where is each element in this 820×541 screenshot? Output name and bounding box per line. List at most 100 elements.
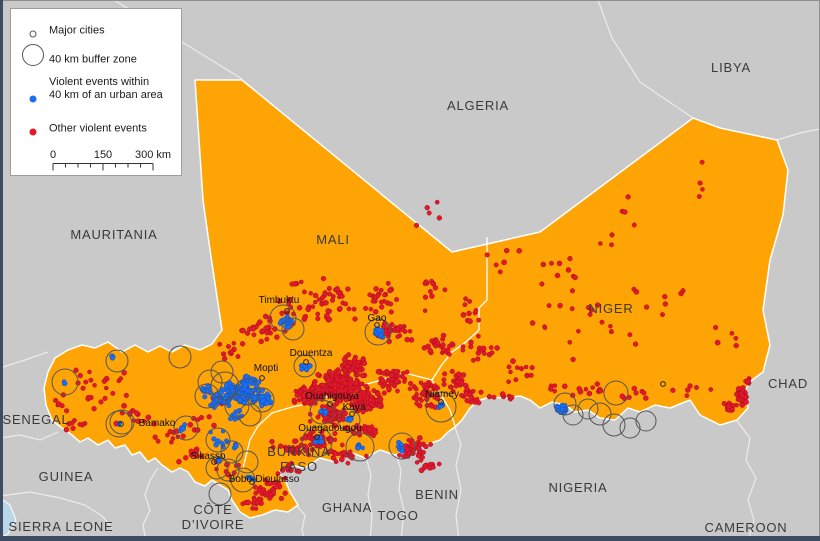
other-violent-event-dot <box>289 281 295 287</box>
other-violent-event-dot <box>332 430 338 437</box>
other-violent-event-dot <box>379 304 385 310</box>
other-violent-event-dot <box>296 305 303 311</box>
other-violent-event-dot <box>310 429 316 435</box>
other-violent-event-dot <box>306 435 312 441</box>
other-violent-event-dot <box>194 448 199 453</box>
red-event-dots <box>53 159 752 511</box>
other-violent-event-dot <box>459 392 464 398</box>
other-violent-event-dot <box>315 311 321 317</box>
other-violent-event-dot <box>364 453 369 459</box>
other-violent-event-dot <box>441 347 447 353</box>
other-violent-event-dot <box>572 274 578 281</box>
buffer-zone-circle <box>337 408 361 432</box>
other-violent-event-dot <box>708 387 714 392</box>
other-violent-event-dot <box>326 377 332 383</box>
other-violent-event-dot <box>345 286 351 292</box>
other-violent-event-dot <box>733 342 739 349</box>
scale-labels: 0 150 300 km <box>49 149 171 162</box>
other-violent-event-dot <box>414 401 420 406</box>
other-violent-event-dot <box>478 389 484 395</box>
other-violent-event-dot <box>315 316 321 322</box>
city-label: Bobo-Dioulasso <box>229 474 300 485</box>
other-violent-event-dot <box>633 289 640 295</box>
frame-edge-bottom <box>0 536 820 541</box>
other-violent-event-dot <box>70 425 76 431</box>
urban-violent-event-dot <box>61 380 68 387</box>
other-violent-event-dot <box>406 437 412 443</box>
buffer-zone-circle <box>603 380 629 406</box>
other-violent-event-dot <box>332 385 338 391</box>
other-violent-event-dot <box>334 286 340 292</box>
other-violent-event-dot <box>301 316 308 322</box>
other-violent-event-dot <box>315 387 321 393</box>
other-violent-event-dot <box>378 396 384 402</box>
other-violent-event-dot <box>104 385 109 391</box>
other-violent-event-dot <box>290 445 296 450</box>
country-label: SIERRA LEONE <box>9 519 114 534</box>
other-violent-event-dot <box>468 339 474 346</box>
other-violent-event-dot <box>192 453 199 459</box>
buffer-zone-circle <box>619 417 641 439</box>
other-violent-event-dot <box>432 383 438 389</box>
other-violent-event-dot <box>567 339 573 345</box>
buffer-zone-circle <box>635 410 657 432</box>
other-violent-event-dot <box>529 365 535 371</box>
other-violent-event-dot <box>346 306 352 312</box>
other-violent-event-dot <box>442 371 448 377</box>
urban-violent-event-dot <box>242 382 249 388</box>
other-violent-event-dot <box>562 383 568 390</box>
other-violent-event-dot <box>245 499 251 506</box>
other-violent-event-dot <box>110 390 116 396</box>
other-violent-event-dot <box>402 379 407 384</box>
urban-violent-event-dot <box>318 409 323 414</box>
other-violent-event-dot <box>141 418 147 424</box>
other-violent-event-dot <box>426 210 432 216</box>
other-violent-event-dot <box>509 394 515 401</box>
other-violent-event-dot <box>387 287 393 294</box>
other-violent-event-dot <box>343 397 349 403</box>
other-violent-event-dot <box>155 438 161 444</box>
other-violent-event-dot <box>276 298 283 304</box>
other-violent-event-dot <box>355 372 361 378</box>
other-violent-event-dot <box>327 291 333 297</box>
other-violent-event-dot <box>470 357 476 363</box>
country-labels: MAURITANIA MALI ALGERIA LIBYA NIGER CHAD SENEG… <box>2 60 807 535</box>
country-label: D’IVOIRE <box>182 517 245 532</box>
other-violent-event-dot <box>678 290 684 297</box>
other-violent-event-dot <box>359 372 366 379</box>
country-label: CAMEROON <box>705 520 788 535</box>
other-violent-event-dot <box>98 399 104 405</box>
other-violent-event-dot <box>92 383 97 388</box>
scale-tick-label: 150 <box>93 149 113 161</box>
other-violent-event-dot <box>305 306 312 313</box>
other-violent-event-dot <box>380 377 386 384</box>
country-label: ALGERIA <box>447 98 509 113</box>
urban-violent-event-dot <box>238 398 243 403</box>
other-violent-event-dot <box>684 393 690 398</box>
other-violent-event-dot <box>643 395 649 401</box>
other-violent-event-dot <box>294 446 300 452</box>
other-violent-event-dot <box>529 320 536 326</box>
other-violent-event-dot <box>393 368 399 375</box>
urban-violent-event-dot <box>202 394 208 400</box>
other-violent-event-dot <box>198 414 205 421</box>
other-violent-event-dot <box>494 345 500 351</box>
other-violent-event-dot <box>53 397 59 403</box>
other-violent-event-dot <box>296 469 302 475</box>
other-violent-event-dot <box>463 296 469 302</box>
urban-violent-event-dot <box>319 438 325 445</box>
other-violent-event-dot <box>730 406 735 412</box>
other-violent-event-dot <box>430 281 436 287</box>
other-violent-event-dot <box>69 420 75 426</box>
major-city-marker <box>259 375 265 381</box>
buffer-zone-circle <box>194 383 220 409</box>
other-violent-event-dot <box>662 301 669 307</box>
urban-violent-event-dot <box>264 399 270 406</box>
other-violent-event-dot <box>388 301 394 307</box>
buffer-zone-circle <box>51 368 79 396</box>
major-city-icon <box>29 30 37 37</box>
major-city-marker <box>249 479 255 485</box>
other-violent-event-dot <box>497 269 503 275</box>
